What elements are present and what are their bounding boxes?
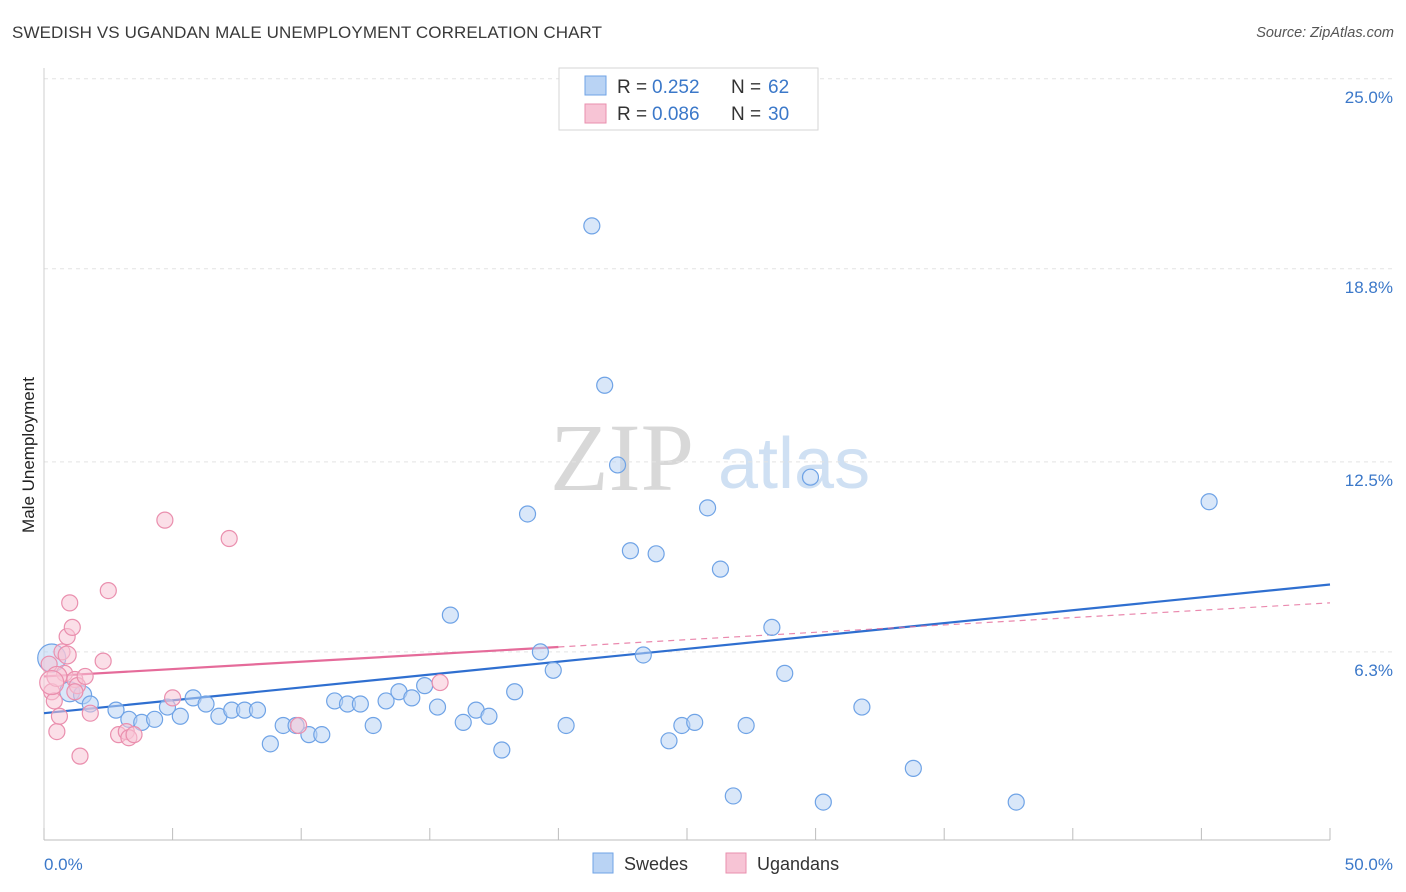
swedes-point-24	[364, 716, 382, 735]
ugandans-point-13	[76, 667, 94, 686]
legend-n-value-swedes: 62	[768, 77, 789, 98]
ugandans-point-2	[45, 692, 63, 710]
ugandans-trend-line-dashed	[558, 602, 1331, 648]
swedes-point-57	[853, 698, 871, 716]
swedes-point-60	[1200, 493, 1218, 511]
series-legend: Swedes Ugandans	[592, 852, 839, 874]
ugandans-point-15	[94, 652, 112, 670]
swedes-point-34	[493, 741, 511, 759]
swedes-point-29	[428, 698, 447, 716]
correlation-legend: R = 0.252 N = 62 R = 0.086 N = 30	[558, 67, 819, 131]
swedes-point-46	[660, 732, 678, 750]
ugandans-point-21	[164, 689, 182, 707]
swedes-point-39	[557, 716, 575, 735]
swedes-point-20	[313, 726, 331, 744]
chart-title: SWEDISH VS UGANDAN MALE UNEMPLOYMENT COR…	[12, 23, 603, 42]
swedes-point-58	[904, 759, 922, 777]
swedes-point-43	[621, 542, 640, 560]
swedes-point-30	[441, 606, 459, 624]
swedes-point-40	[583, 217, 601, 235]
y-tick-label-3: 6.3%	[1354, 661, 1393, 680]
swedes-point-52	[737, 716, 755, 735]
swedes-point-56	[814, 793, 832, 811]
swedes-point-4	[107, 701, 125, 719]
swedes-point-7	[145, 710, 164, 728]
legend-swatch-ugandans	[584, 103, 607, 124]
swedes-point-36	[518, 505, 537, 523]
swedes-point-50	[711, 560, 730, 578]
swedes-point-23	[351, 695, 369, 713]
ugandans-point-24	[431, 673, 449, 692]
watermark-zip: ZIP	[550, 404, 694, 511]
swedes-point-9	[171, 707, 189, 725]
ugandans-trend-line-solid	[43, 645, 559, 678]
legend-n-label-swedes: N =	[731, 77, 761, 98]
swedes-point-25	[377, 692, 395, 710]
legend-n-value-ugandans: 30	[768, 104, 789, 125]
x-tick-labels: 0.0% 50.0%	[44, 855, 1393, 874]
watermark: ZIP atlas	[550, 404, 870, 511]
swedes-point-53	[763, 618, 781, 636]
swedes-point-35	[506, 683, 524, 701]
legend-swatch-swedes	[584, 75, 607, 96]
swedes-point-27	[403, 689, 421, 707]
ugandans-point-27	[66, 683, 84, 701]
swedes-point-31	[454, 713, 472, 732]
ugandans-point-26	[57, 645, 77, 665]
ugandans-point-20	[156, 511, 174, 529]
chart-source: Source: ZipAtlas.com	[1256, 25, 1394, 41]
ugandans-point-28	[125, 726, 143, 744]
legend-n-label-ugandans: N =	[731, 104, 761, 125]
data-points	[37, 217, 1218, 811]
ugandans-point-23	[290, 716, 308, 735]
ugandans-point-4	[50, 707, 69, 725]
swedes-point-15	[248, 701, 267, 719]
ugandans-point-3	[48, 722, 66, 741]
y-tick-label-0: 25.0%	[1345, 88, 1393, 107]
swedes-point-45	[647, 545, 665, 563]
legend-r-label-ugandans: R =	[617, 104, 647, 125]
legend-r-label-swedes: R =	[617, 77, 647, 98]
ugandans-point-8	[61, 594, 79, 612]
x-tick-label-max: 50.0%	[1345, 855, 1393, 874]
swedes-point-51	[724, 787, 742, 805]
legend-r-value-swedes: 0.252	[652, 77, 700, 98]
trend-lines	[43, 583, 1331, 715]
y-axis-title: Male Unemployment	[19, 377, 38, 533]
ugandans-point-22	[220, 529, 238, 548]
swedes-point-16	[261, 735, 279, 753]
swedes-point-59	[1007, 793, 1025, 811]
bottom-legend-label-swedes: Swedes	[624, 854, 688, 874]
ugandans-point-12	[71, 747, 89, 765]
x-tick-label-min: 0.0%	[44, 855, 83, 874]
y-tick-label-2: 12.5%	[1345, 471, 1393, 490]
swedes-point-44	[634, 646, 652, 664]
swedes-trend-line	[43, 583, 1331, 715]
bottom-legend-swatch-ugandans	[725, 852, 747, 874]
swedes-point-42	[608, 456, 627, 474]
ugandans-point-9	[63, 618, 81, 636]
swedes-point-28	[416, 677, 434, 695]
bottom-legend-swatch-swedes	[592, 852, 614, 874]
swedes-point-37	[531, 643, 549, 661]
y-tick-labels: 25.0% 18.8% 12.5% 6.3%	[1345, 88, 1393, 680]
legend-r-value-ugandans: 0.086	[652, 104, 700, 125]
swedes-point-55	[801, 468, 820, 486]
axes	[43, 68, 1331, 841]
swedes-point-33	[480, 707, 498, 725]
swedes-point-48	[686, 713, 704, 732]
swedes-point-11	[197, 695, 215, 713]
swedes-point-54	[776, 664, 794, 682]
ugandans-point-14	[81, 704, 99, 722]
swedes-point-41	[596, 376, 614, 394]
bottom-legend-label-ugandans: Ugandans	[757, 854, 839, 874]
swedes-point-49	[698, 499, 717, 517]
ugandans-point-16	[99, 582, 117, 600]
swedes-point-38	[544, 661, 562, 679]
watermark-atlas: atlas	[718, 424, 870, 504]
y-tick-label-1: 18.8%	[1345, 278, 1393, 297]
ugandans-point-29	[39, 669, 65, 696]
